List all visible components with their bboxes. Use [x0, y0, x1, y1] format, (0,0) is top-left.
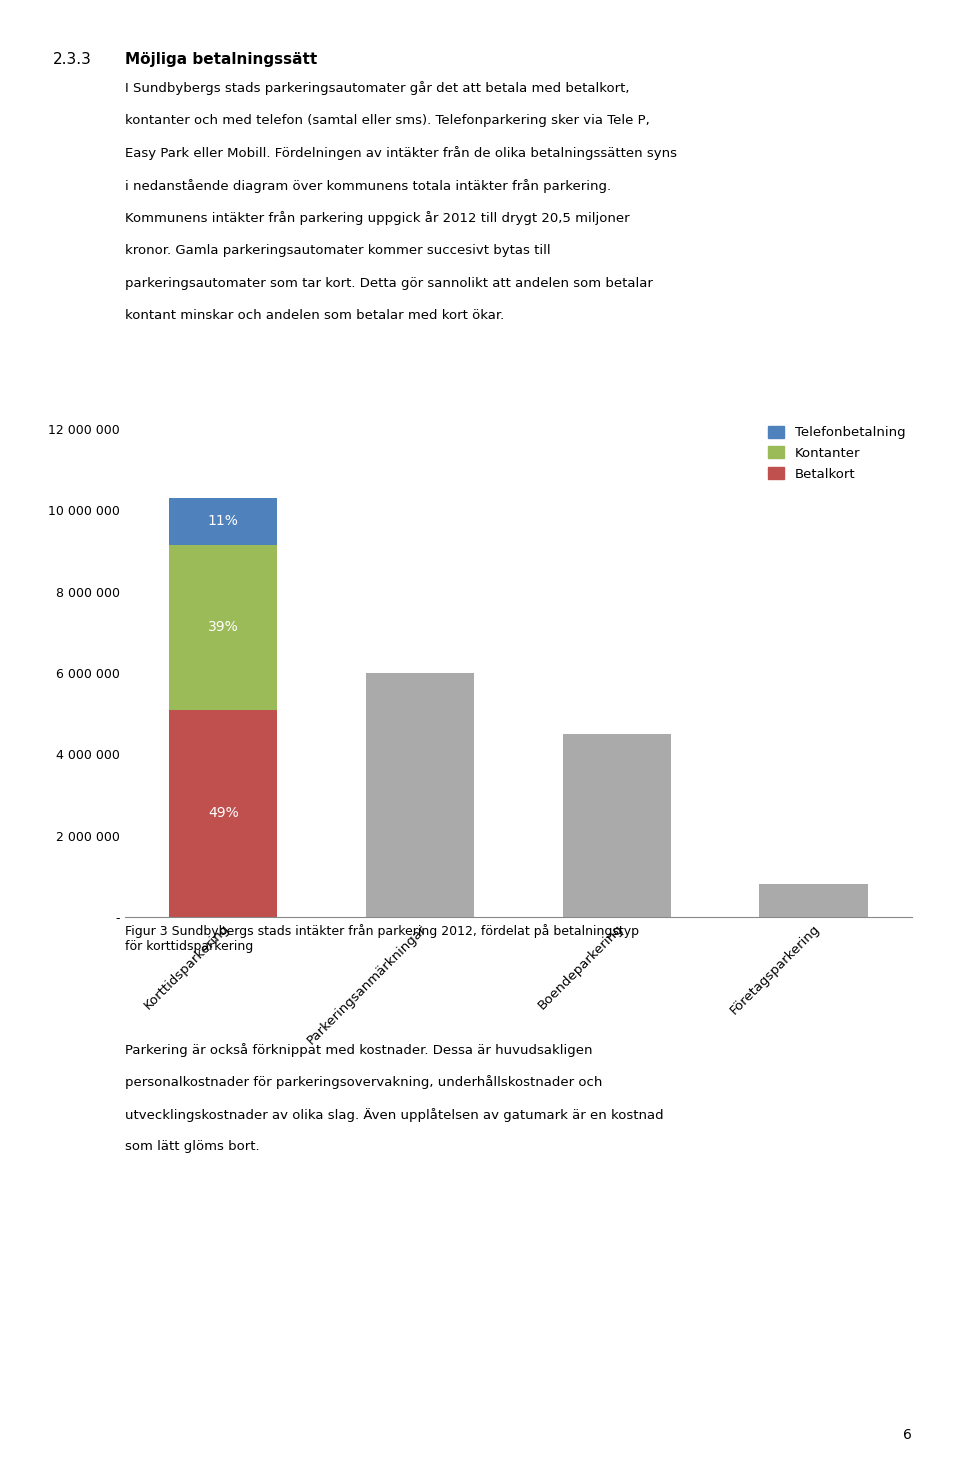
Text: utvecklingskostnader av olika slag. Även upplåtelsen av gatumark är en kostnad: utvecklingskostnader av olika slag. Även…	[125, 1108, 663, 1121]
Text: i nedanstående diagram över kommunens totala intäkter från parkering.: i nedanstående diagram över kommunens to…	[125, 179, 611, 192]
Text: I Sundbybergs stads parkeringsautomater går det att betala med betalkort,: I Sundbybergs stads parkeringsautomater …	[125, 81, 630, 95]
Text: Möjliga betalningssätt: Möjliga betalningssätt	[125, 52, 317, 67]
Text: 11%: 11%	[207, 515, 239, 528]
Text: 49%: 49%	[207, 806, 239, 821]
Bar	[563, 734, 671, 917]
Text: som lätt glöms bort.: som lätt glöms bort.	[125, 1140, 259, 1154]
Text: 6: 6	[903, 1429, 912, 1442]
Bar	[366, 673, 474, 917]
Text: parkeringsautomater som tar kort. Detta gör sannolikt att andelen som betalar: parkeringsautomater som tar kort. Detta …	[125, 277, 653, 290]
Bar	[759, 884, 868, 917]
Text: kontanter och med telefon (samtal eller sms). Telefonparkering sker via Tele P,: kontanter och med telefon (samtal eller …	[125, 114, 650, 127]
Bar	[169, 498, 277, 544]
Text: kronor. Gamla parkeringsautomater kommer succesivt bytas till: kronor. Gamla parkeringsautomater kommer…	[125, 244, 550, 257]
Text: Figur 3 Sundbybergs stads intäkter från parkering 2012, fördelat på betalningsty: Figur 3 Sundbybergs stads intäkter från …	[125, 924, 638, 954]
Text: 39%: 39%	[207, 620, 239, 634]
Text: Easy Park eller Mobill. Fördelningen av intäkter från de olika betalningssätten : Easy Park eller Mobill. Fördelningen av …	[125, 146, 677, 160]
Legend: Telefonbetalning, Kontanter, Betalkort: Telefonbetalning, Kontanter, Betalkort	[768, 426, 905, 481]
Text: Kommunens intäkter från parkering uppgick år 2012 till drygt 20,5 miljoner: Kommunens intäkter från parkering uppgic…	[125, 211, 630, 225]
Bar	[169, 544, 277, 710]
Text: 2.3.3: 2.3.3	[53, 52, 91, 67]
Text: kontant minskar och andelen som betalar med kort ökar.: kontant minskar och andelen som betalar …	[125, 309, 504, 322]
Bar	[169, 710, 277, 917]
Text: personalkostnader för parkeringsovervakning, underhållskostnader och: personalkostnader för parkeringsovervakn…	[125, 1075, 602, 1089]
Text: Parkering är också förknippat med kostnader. Dessa är huvudsakligen: Parkering är också förknippat med kostna…	[125, 1043, 592, 1056]
